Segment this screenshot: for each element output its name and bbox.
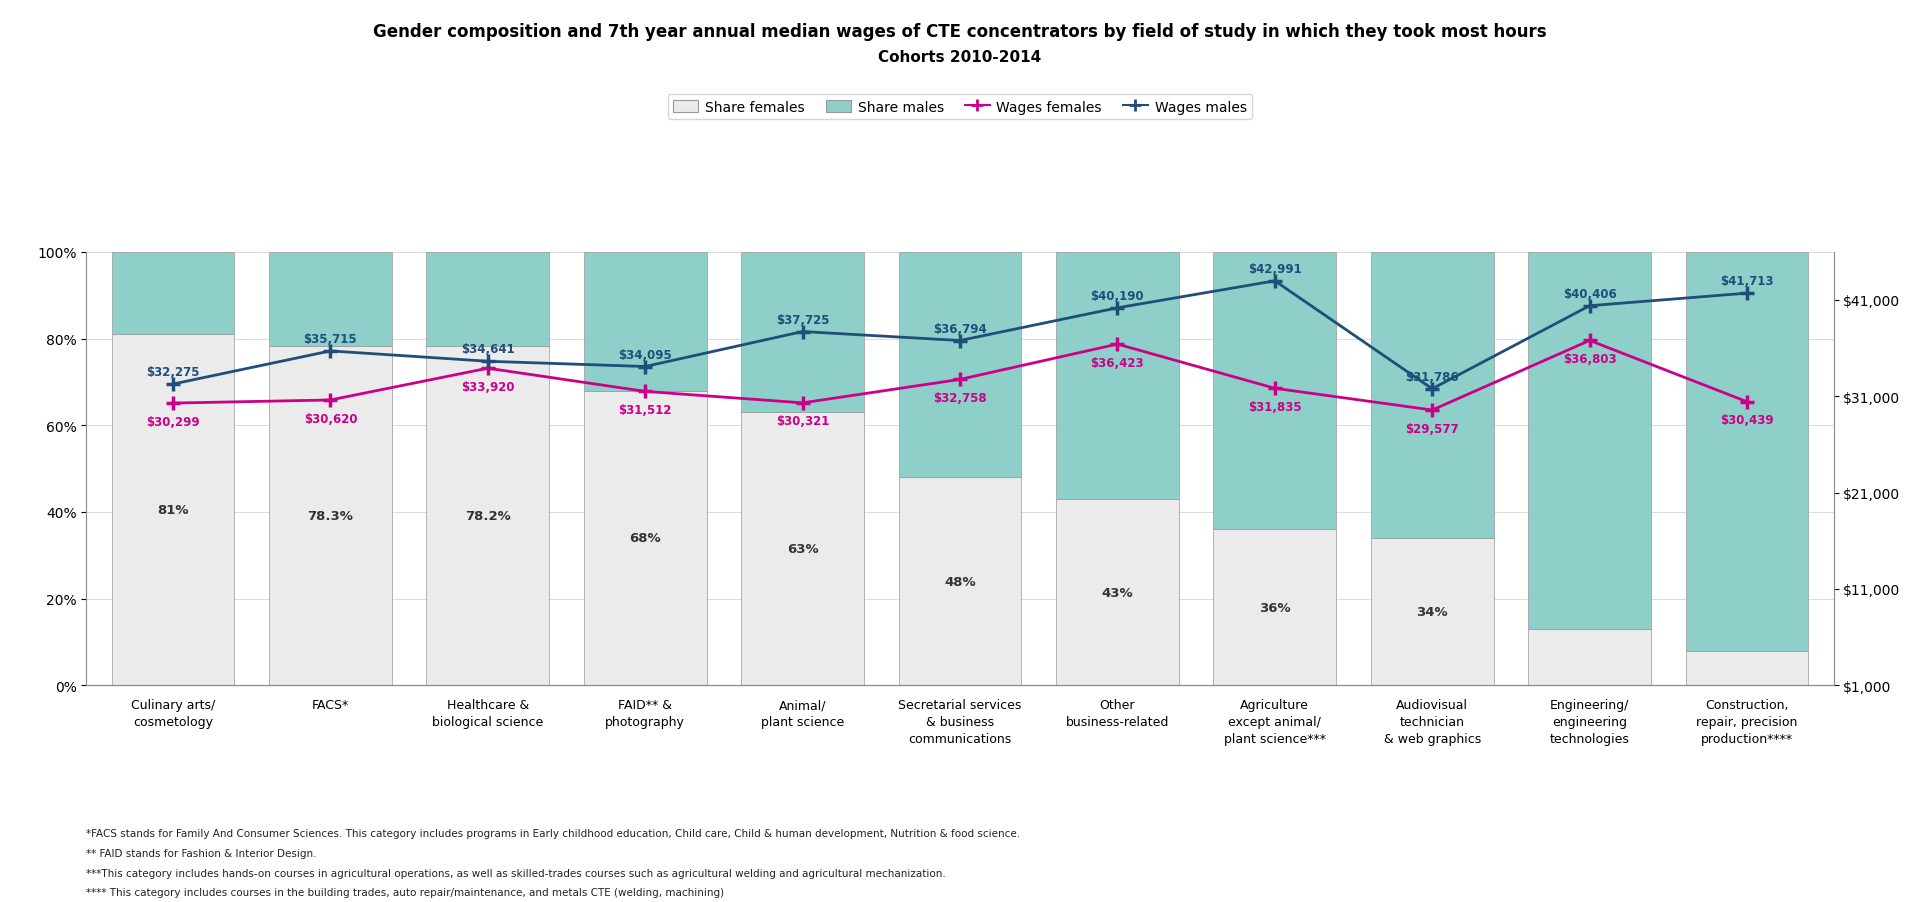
Bar xyxy=(584,391,707,686)
Text: 34%: 34% xyxy=(1417,605,1448,619)
Bar xyxy=(899,478,1021,686)
Text: 78.2%: 78.2% xyxy=(465,510,511,523)
Text: 36%: 36% xyxy=(1260,601,1290,614)
Text: $32,275: $32,275 xyxy=(146,366,200,379)
Text: ** FAID stands for Fashion & Interior Design.: ** FAID stands for Fashion & Interior De… xyxy=(86,848,317,858)
Bar xyxy=(1056,500,1179,686)
Text: $34,641: $34,641 xyxy=(461,343,515,356)
Text: 63%: 63% xyxy=(787,543,818,556)
Text: 81%: 81% xyxy=(157,503,188,517)
Text: Gender composition and 7th year annual median wages of CTE concentrators by fiel: Gender composition and 7th year annual m… xyxy=(372,23,1548,41)
Text: Cohorts 2010-2014: Cohorts 2010-2014 xyxy=(877,50,1043,65)
Text: $31,512: $31,512 xyxy=(618,403,672,417)
Legend: Share females, Share males, Wages females, Wages males: Share females, Share males, Wages female… xyxy=(668,95,1252,120)
Bar xyxy=(111,253,234,335)
Bar xyxy=(1213,529,1336,686)
Text: $31,835: $31,835 xyxy=(1248,400,1302,413)
Text: $30,620: $30,620 xyxy=(303,412,357,425)
Bar xyxy=(1213,253,1336,529)
Text: *FACS stands for Family And Consumer Sciences. This category includes programs i: *FACS stands for Family And Consumer Sci… xyxy=(86,828,1021,838)
Text: $34,095: $34,095 xyxy=(618,348,672,362)
Bar xyxy=(1686,253,1809,651)
Text: 68%: 68% xyxy=(630,532,660,545)
Text: $40,190: $40,190 xyxy=(1091,290,1144,303)
Bar xyxy=(426,347,549,686)
Bar xyxy=(1371,538,1494,686)
Text: $29,577: $29,577 xyxy=(1405,422,1459,435)
Text: $30,439: $30,439 xyxy=(1720,414,1774,427)
Text: **** This category includes courses in the building trades, auto repair/maintena: **** This category includes courses in t… xyxy=(86,888,724,897)
Bar xyxy=(1528,630,1651,686)
Text: $33,920: $33,920 xyxy=(461,381,515,393)
Text: $32,758: $32,758 xyxy=(933,391,987,404)
Text: 48%: 48% xyxy=(945,575,975,588)
Bar xyxy=(269,253,392,346)
Bar xyxy=(741,253,864,413)
Text: $31,786: $31,786 xyxy=(1405,371,1459,383)
Text: $36,423: $36,423 xyxy=(1091,356,1144,369)
Text: $35,715: $35,715 xyxy=(303,333,357,345)
Bar xyxy=(1686,651,1809,686)
Text: ***This category includes hands-on courses in agricultural operations, as well a: ***This category includes hands-on cours… xyxy=(86,868,947,878)
Text: $30,321: $30,321 xyxy=(776,415,829,428)
Bar xyxy=(1371,253,1494,538)
Text: $37,725: $37,725 xyxy=(776,313,829,327)
Text: $30,299: $30,299 xyxy=(146,415,200,428)
Text: 43%: 43% xyxy=(1102,586,1133,599)
Bar xyxy=(1056,253,1179,500)
Bar xyxy=(584,253,707,391)
Bar xyxy=(1528,253,1651,630)
Bar xyxy=(741,413,864,686)
Bar xyxy=(899,253,1021,478)
Text: $40,406: $40,406 xyxy=(1563,288,1617,300)
Text: $36,803: $36,803 xyxy=(1563,353,1617,365)
Bar xyxy=(426,253,549,347)
Bar xyxy=(269,346,392,686)
Text: 78.3%: 78.3% xyxy=(307,510,353,522)
Text: $42,991: $42,991 xyxy=(1248,262,1302,276)
Text: $36,794: $36,794 xyxy=(933,322,987,336)
Text: $41,713: $41,713 xyxy=(1720,275,1774,288)
Bar xyxy=(111,335,234,686)
